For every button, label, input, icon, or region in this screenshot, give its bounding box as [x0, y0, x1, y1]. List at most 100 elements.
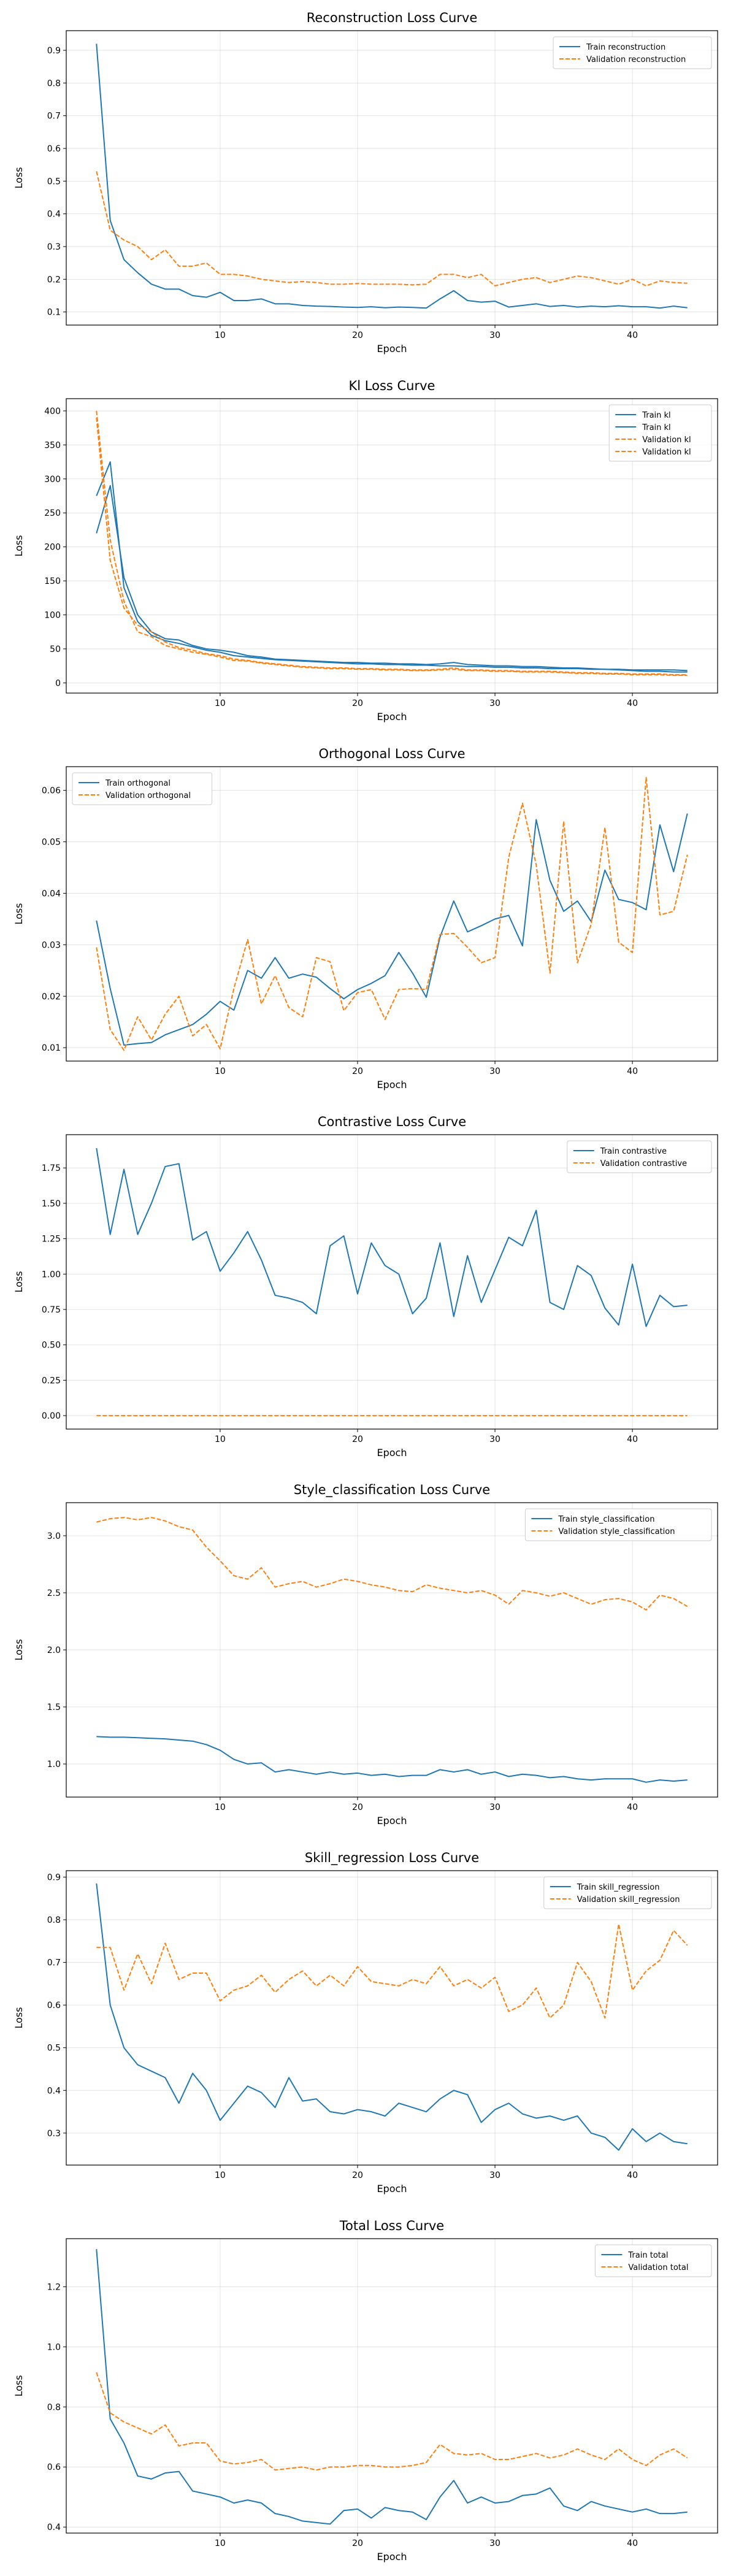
x-tick-label: 40	[627, 2539, 638, 2548]
x-tick-label: 10	[215, 1435, 226, 1444]
legend: Train kl Train kl Validation kl Validation …	[608, 404, 712, 462]
x-axis-label: Epoch	[377, 1079, 407, 1091]
x-tick-label: 20	[352, 2171, 363, 2180]
x-tick-label: 10	[215, 1067, 226, 1076]
y-tick-label: 0.3	[47, 2129, 61, 2139]
y-axis-label: Loss	[13, 167, 25, 188]
y-tick-label: 0.1	[47, 308, 61, 318]
chart-panel-4: Contrastive Loss Curve 10 20 30 40 0.00 0.25 0.…	[13, 1114, 718, 1459]
y-axis-label: Loss	[13, 535, 25, 556]
chart-title: Reconstruction Loss Curve	[307, 10, 478, 25]
chart-panel-6: Skill_regression Loss Curve 10 20 30 40 0.3 0.…	[13, 1850, 718, 2195]
legend-entry: Train contrastive	[600, 1147, 667, 1156]
x-tick-label: 40	[627, 1803, 638, 1812]
x-tick-label: 10	[215, 2539, 226, 2548]
y-tick-label: 0.6	[47, 144, 61, 154]
legend-entry: Validation style_classification	[558, 1527, 675, 1536]
legend: Train orthogonal Validation orthogonal	[72, 772, 213, 805]
legend-box	[567, 1140, 712, 1173]
y-tick-label: 0.8	[47, 2402, 61, 2412]
y-tick-label: 150	[44, 577, 61, 586]
y-tick-label: 0.03	[42, 940, 61, 950]
x-tick-label: 30	[489, 1803, 500, 1812]
legend-box	[594, 2244, 712, 2277]
x-tick-label: 30	[489, 2539, 500, 2548]
x-tick-label: 40	[627, 1067, 638, 1076]
y-tick-label: 0.5	[47, 177, 61, 186]
series-line-2	[96, 1517, 688, 1611]
legend-entry: Train style_classification	[558, 1515, 654, 1524]
y-tick-label: 3.0	[47, 1531, 61, 1541]
legend-entry: Validation skill_regression	[577, 1895, 680, 1904]
x-tick-label: 30	[489, 2171, 500, 2180]
x-tick-label: 20	[352, 1435, 363, 1444]
plot-frame	[66, 398, 718, 694]
y-tick-label: 0.4	[47, 210, 61, 220]
y-tick-label: 1.50	[42, 1199, 61, 1209]
legend: Train skill_regression Validation skill_r…	[543, 1876, 712, 1909]
legend-entry: Validation reconstruction	[586, 55, 686, 64]
y-tick-label: 100	[44, 611, 61, 621]
chart-title: Skill_regression Loss Curve	[305, 1850, 479, 1866]
legend-box	[553, 36, 712, 69]
y-axis-label: Loss	[13, 903, 25, 924]
x-axis-label: Epoch	[377, 2551, 407, 2563]
y-tick-label: 0	[55, 678, 61, 688]
legend: Train contrastive Validation contrastive	[567, 1140, 712, 1173]
y-tick-label: 0.9	[47, 46, 61, 56]
x-tick-label: 10	[215, 2171, 226, 2180]
legend-entry: Validation kl	[642, 448, 691, 457]
y-axis-label: Loss	[13, 2007, 25, 2028]
legend-box	[608, 404, 712, 462]
series-line-2	[96, 776, 688, 1051]
y-tick-label: 0.8	[47, 1915, 61, 1925]
series-line-1	[96, 1736, 688, 1783]
x-tick-label: 20	[352, 1803, 363, 1812]
series-line-1	[96, 813, 688, 1046]
legend-entry: Train orthogonal	[105, 779, 171, 788]
plot-frame	[66, 766, 718, 1062]
y-tick-label: 300	[44, 475, 61, 485]
x-tick-label: 20	[352, 699, 363, 708]
plot-frame	[66, 2238, 718, 2534]
x-axis-label: Epoch	[377, 2183, 407, 2195]
y-tick-label: 1.25	[42, 1235, 61, 1244]
legend: Train style_classification Validation sty…	[524, 1508, 712, 1541]
x-tick-label: 30	[489, 1435, 500, 1444]
y-tick-label: 0.3	[47, 242, 61, 252]
y-tick-label: 0.25	[42, 1376, 61, 1386]
chart-title: Total Loss Curve	[339, 2218, 444, 2233]
y-tick-label: 1.5	[47, 1703, 61, 1712]
plot-frame	[66, 30, 718, 326]
series-line-4	[96, 417, 688, 676]
chart-panel-5: Style_classification Loss Curve 10 20 30 40 1…	[13, 1482, 718, 1827]
y-tick-label: 0.7	[47, 112, 61, 121]
y-tick-label: 0.5	[47, 2044, 61, 2053]
chart-panel-1: Reconstruction Loss Curve 10 20 30 40 0.1 0.2 0…	[13, 10, 718, 355]
series-line-2	[96, 1923, 688, 2018]
series-line-1	[96, 1148, 688, 1327]
series-line-1	[96, 2249, 688, 2525]
chart-title: Orthogonal Loss Curve	[318, 746, 465, 761]
series-line-2	[96, 171, 688, 286]
x-tick-label: 10	[215, 331, 226, 340]
x-tick-label: 20	[352, 1067, 363, 1076]
y-tick-label: 1.2	[47, 2282, 61, 2292]
plot-frame	[66, 1870, 718, 2166]
plot-frame	[66, 1134, 718, 1430]
x-tick-label: 10	[215, 1803, 226, 1812]
legend-entry: Validation orthogonal	[105, 791, 191, 800]
y-tick-label: 250	[44, 508, 61, 518]
chart-title: Contrastive Loss Curve	[318, 1114, 466, 1129]
y-tick-label: 1.0	[47, 2342, 61, 2352]
y-tick-label: 0.4	[47, 2523, 61, 2532]
y-tick-label: 0.6	[47, 2463, 61, 2472]
y-tick-label: 0.02	[42, 992, 61, 1002]
legend: Train total Validation total	[594, 2244, 712, 2277]
y-tick-label: 0.4	[47, 2086, 61, 2096]
y-tick-label: 0.04	[42, 889, 61, 899]
y-tick-label: 0.9	[47, 1873, 61, 1882]
legend-entry: Train kl	[642, 423, 670, 432]
